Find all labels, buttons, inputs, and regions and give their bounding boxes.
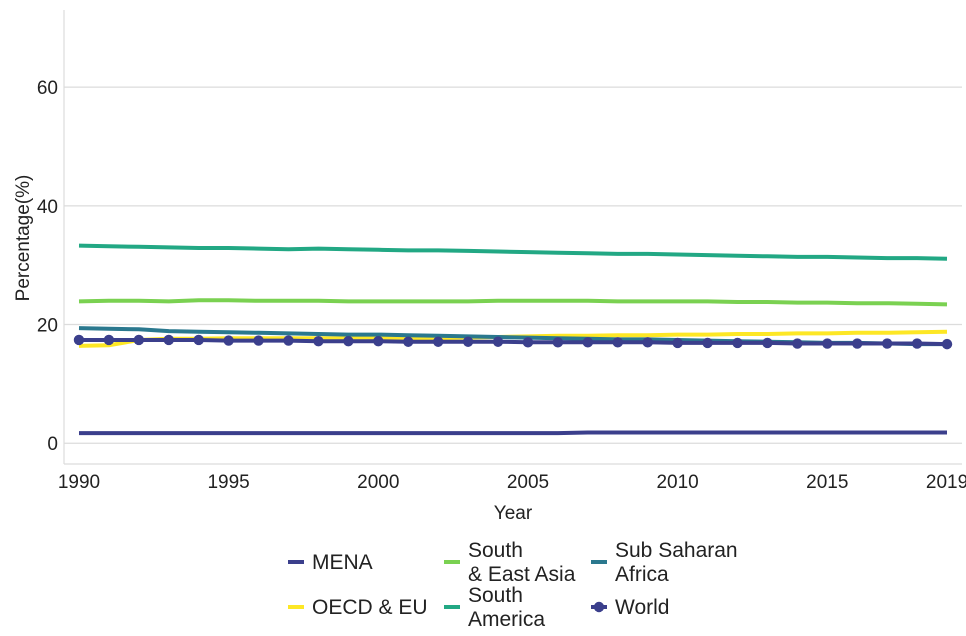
legend-item-south-east-asia: South & East Asia [444,539,576,586]
data-point-world [881,338,893,349]
x-tick-label: 2019 [926,472,966,493]
data-point-world [253,335,264,346]
y-axis-title: Percentage(%) [13,175,34,302]
x-axis-title: Year [494,503,533,524]
legend-label: Sub Saharan Africa [615,539,738,586]
legend-label: MENA [312,551,373,574]
data-point-world [403,336,414,347]
data-point-world [822,338,833,349]
data-point-world [193,334,204,346]
data-point-world [313,335,324,347]
data-point-world [343,335,354,347]
legend-label: World [615,596,669,619]
x-tick-label: 2015 [806,472,848,493]
data-point-world [642,337,653,348]
x-tick-label: 2010 [656,472,698,493]
data-point-world [582,337,594,348]
series-line-mena [79,430,947,436]
data-point-world [672,337,683,349]
legend-item-oecd-eu: OECD & EU [288,596,428,619]
y-tick-label: 40 [37,197,58,218]
data-point-world [492,336,504,347]
data-point-world [792,338,803,349]
tick-label-layer: 0 20 40 60 1990 1995 2000 2005 2010 2015 2019 [37,78,966,493]
series-line-south-east-asia [78,298,948,307]
data-point-world [702,337,713,349]
data-point-world [941,338,953,350]
series-layer [73,243,953,436]
data-point-world [522,337,534,348]
legend-item-world: World [591,596,669,619]
axis-layer [63,10,962,465]
x-tick-label: 1990 [58,472,100,493]
data-point-world [73,334,85,346]
data-point-world [283,335,294,346]
data-point-world [612,337,623,348]
data-point-world [133,334,145,346]
legend-label: OECD & EU [312,596,428,619]
data-point-world [732,337,743,349]
legend-label: South & East Asia [468,539,576,586]
legend-item-mena: MENA [288,551,373,574]
legend: MENA South & East Asia Sub Saharan Africa OEC… [288,539,738,631]
y-tick-label: 0 [47,434,58,455]
x-tick-label: 2005 [507,472,549,493]
data-point-world [552,337,564,348]
legend-item-sub-saharan-africa: Sub Saharan Africa [591,539,738,586]
y-tick-label: 60 [37,78,58,99]
data-point-world [432,336,444,347]
x-tick-label: 1995 [207,472,249,493]
data-point-world [103,334,115,346]
data-point-world [462,336,474,347]
data-point-world [373,335,384,347]
y-tick-label: 20 [37,316,58,337]
legend-swatch-marker [593,601,605,613]
series-line-south-america [78,243,948,261]
data-point-world [852,338,863,349]
legend-label: South America [468,584,545,631]
data-point-world [762,337,773,349]
data-point-world [163,334,174,346]
series-line-world [79,338,948,347]
x-tick-label: 2000 [357,472,399,493]
legend-item-south-america: South America [444,584,545,631]
data-point-world [911,338,923,349]
data-point-world [223,335,234,346]
grid-layer [64,86,962,444]
